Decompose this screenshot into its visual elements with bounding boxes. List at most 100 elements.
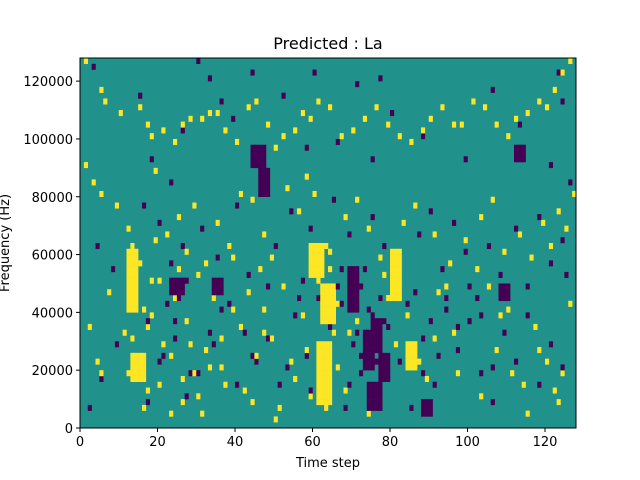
heatmap-cell-high [316,248,321,255]
heatmap-cell-high [308,266,313,273]
heatmap-cell-low [258,185,263,192]
heatmap-cell-low [254,144,259,151]
heatmap-cell-low [506,283,511,290]
heatmap-cell-low [300,277,306,284]
heatmap-cell-high [320,381,325,388]
heatmap-cell-high [324,375,329,382]
heatmap-cell-low [370,323,375,330]
heatmap-cell-low [405,300,410,307]
heatmap-cell-low [517,150,523,157]
heatmap-cell-low [374,404,379,411]
heatmap-cell-low [188,370,193,377]
heatmap-cell-low [215,289,220,296]
heatmap-cell-high [161,127,166,134]
heatmap-cell-high [83,58,89,65]
heatmap-cell-high [134,254,139,261]
heatmap-cell-low [382,318,387,325]
heatmap-cell-low [568,179,573,186]
y-tick-label: 0 [65,422,73,437]
heatmap-cell-low [366,347,371,354]
heatmap-cell-low [262,185,267,192]
y-tick-label: 120000 [23,75,73,90]
heatmap-cell-high [366,410,371,417]
heatmap-cell-high [328,104,333,111]
heatmap-cell-high [328,312,333,319]
heatmap-cell-low [370,352,375,359]
heatmap-cell-low [351,277,356,284]
heatmap-cell-high [145,121,151,128]
heatmap-cell-high [397,295,402,302]
heatmap-cell-low [362,347,368,354]
heatmap-cell-high [390,277,395,284]
heatmap-cell-high [393,260,399,267]
heatmap-cell-high [328,318,333,325]
heatmap-cell-low [95,243,100,250]
heatmap-cell-high [157,381,162,388]
heatmap-cell-high [320,266,325,273]
y-tick-label: 60000 [32,249,73,264]
x-tick-label: 80 [382,435,399,450]
heatmap-cell-low [444,306,449,313]
heatmap-cell-high [188,341,193,348]
heatmap-cell-low [293,312,298,319]
heatmap-cell-low [417,231,422,238]
heatmap-cell-high [142,370,147,377]
heatmap-cell-high [223,127,228,134]
heatmap-cell-low [114,341,120,348]
heatmap-cell-high [200,115,205,122]
heatmap-cell-high [130,306,135,313]
heatmap-cell-high [331,289,337,296]
heatmap-cell-high [184,248,189,255]
heatmap-cell-high [130,277,135,284]
heatmap-cell-high [564,225,569,232]
y-tick-label: 40000 [32,306,73,321]
heatmap-cell-high [316,260,321,267]
heatmap-cell-low [413,289,418,296]
heatmap-cell-high [331,306,337,313]
heatmap-cell-high [331,300,337,307]
heatmap-cell-low [250,150,255,157]
heatmap-cell-high [316,98,321,105]
heatmap-cell-low [262,173,267,180]
heatmap-cell-low [180,243,185,250]
heatmap-cell-low [374,387,379,394]
heatmap-cell-low [475,295,480,302]
heatmap-cell-low [91,63,96,70]
heatmap-cell-low [262,156,267,163]
heatmap-cell-low [250,69,255,76]
heatmap-cell-low [355,277,360,284]
heatmap-cell-high [130,289,135,296]
heatmap-cell-low [355,283,360,290]
heatmap-cell-high [316,358,321,365]
heatmap-cell-high [545,358,550,365]
x-tick-label: 0 [76,435,84,450]
heatmap-cell-low [262,144,267,151]
heatmap-cell-low [421,335,426,342]
heatmap-cell-high [126,289,131,296]
heatmap-cell-high [142,306,147,313]
heatmap-cell-low [169,289,174,296]
heatmap-cell-low [176,295,182,302]
heatmap-cell-high [320,387,325,394]
heatmap-cell-high [107,289,112,296]
heatmap-cell-high [479,214,484,221]
heatmap-cell-high [390,289,395,296]
heatmap-cell-high [289,358,294,365]
heatmap-cell-high [316,352,321,359]
heatmap-cell-low [258,144,263,151]
heatmap-cell-low [378,295,383,302]
heatmap-cell-high [130,352,135,359]
heatmap-cell-low [316,295,321,302]
heatmap-cell-high [324,300,329,307]
heatmap-cell-low [227,300,232,307]
heatmap-cell-low [370,387,375,394]
heatmap-cell-high [312,248,317,255]
heatmap-cell-high [188,115,193,122]
heatmap-cell-low [355,300,360,307]
heatmap-cell-high [114,202,120,209]
heatmap-cell-low [386,364,391,371]
heatmap-cell-high [424,375,430,382]
heatmap-cell-low [517,144,523,151]
heatmap-cell-high [320,254,325,261]
heatmap-cell-high [138,364,143,371]
